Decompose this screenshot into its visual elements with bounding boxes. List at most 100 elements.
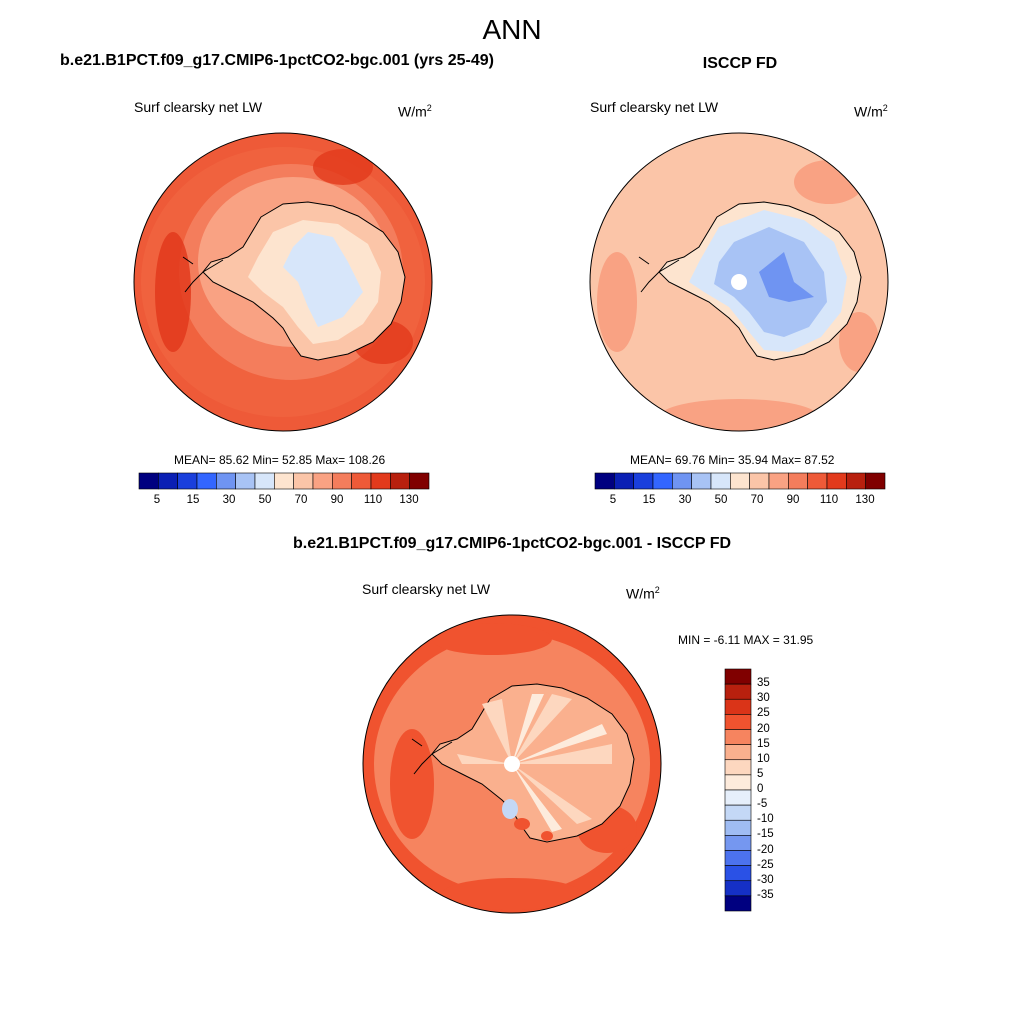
colorbar-tick-label: 130 [399,494,419,506]
colorbar-tick-label: 30 [757,692,770,705]
colorbar-swatch [652,472,673,490]
panel3-colorbar [724,668,752,912]
colorbar-tick-label: 90 [786,494,800,506]
colorbar-tick-label: -20 [757,843,774,856]
colorbar-swatch [691,472,712,490]
colorbar-tick-label: -15 [757,828,774,841]
colorbar-swatch [865,472,886,490]
panel3-variable-label: Surf clearsky net LW [362,581,491,597]
colorbar-tick-label: 30 [678,494,692,506]
colorbar-swatch [177,472,198,490]
colorbar-swatch [196,472,217,490]
colorbar-swatch [390,472,410,490]
colorbar-swatch [724,819,752,836]
colorbar-swatch [332,472,352,490]
colorbar-swatch [724,668,752,685]
colorbar-swatch [724,729,752,745]
panel2-colorbar [594,472,886,490]
colorbar-tick-label: 10 [757,752,770,765]
colorbar-tick-label: 15 [757,737,770,750]
colorbar-tick-label: 130 [855,494,875,506]
colorbar-swatch [826,472,847,490]
colorbar-swatch [724,895,752,912]
panel3-colorbar-ticks: 35 30 25 20 15 10 5 0 -5 -10 -15 -20 -25 -30 -35 [757,669,797,911]
colorbar-tick-label: 0 [757,783,764,795]
panel3-pole-hole [504,756,520,772]
panel1-variable-label: Surf clearsky net LW [134,99,263,115]
panel1-stats: MEAN= 85.62 Min= 52.85 Max= 108.26 [174,453,386,467]
colorbar-swatch [724,835,752,851]
colorbar-tick-label: 15 [642,494,656,506]
panel1-colorbar-ticks: 5 15 30 50 70 90 110 130 [139,494,429,510]
colorbar-swatch [138,472,159,490]
panel2-colorbar-ticks: 5 15 30 50 70 90 110 130 [595,494,885,510]
panel2-title: ISCCP FD [702,55,778,72]
colorbar-swatch [254,472,275,490]
colorbar-swatch [351,472,372,490]
panel2-units-label: W/m2 [854,103,888,120]
colorbar-swatch [235,472,256,490]
colorbar-swatch [749,472,770,490]
page-title: ANN [482,14,542,45]
colorbar-swatch [724,698,752,715]
colorbar-tick-label: 50 [714,494,728,506]
colorbar-tick-label: 70 [294,494,308,506]
panel1-colorbar [138,472,430,490]
colorbar-swatch [710,472,731,490]
colorbar-tick-label: 35 [757,677,770,690]
panel1-units-label: W/m2 [398,103,432,120]
colorbar-tick-label: 5 [609,494,617,506]
colorbar-swatch [293,472,314,490]
panel3-title: b.e21.B1PCT.f09_g17.CMIP6-1pctCO2-bgc.00… [292,535,732,552]
colorbar-swatch [724,774,752,791]
colorbar-swatch [594,472,615,490]
panel2-variable-label: Surf clearsky net LW [590,99,719,115]
colorbar-tick-label: 5 [153,494,161,506]
panel2-polar-map [589,132,889,432]
panel1-title: b.e21.B1PCT.f09_g17.CMIP6-1pctCO2-bgc.00… [60,52,494,69]
panel1-polar-map [133,132,433,432]
colorbar-swatch [274,472,294,490]
colorbar-swatch [724,880,752,897]
colorbar-tick-label: 70 [750,494,764,506]
panel2-stats: MEAN= 69.76 Min= 35.94 Max= 87.52 [630,453,835,467]
colorbar-tick-label: 30 [222,494,236,506]
colorbar-swatch [846,472,866,490]
colorbar-tick-label: -25 [757,858,774,871]
panel3-units-label: W/m2 [626,585,660,602]
panel1-ice-interior [283,232,363,327]
panel3-stats: MIN = -6.11 MAX = 31.95 [678,633,814,647]
colorbar-tick-label: 110 [363,494,383,506]
colorbar-swatch [158,472,178,490]
colorbar-tick-label: 20 [757,722,770,735]
colorbar-tick-label: 50 [258,494,272,506]
colorbar-swatch [724,789,752,806]
colorbar-swatch [724,865,752,882]
panel3-polar-map [362,614,662,914]
colorbar-swatch [788,472,808,490]
colorbar-tick-label: -5 [757,798,768,811]
colorbar-swatch [614,472,634,490]
colorbar-swatch [724,683,752,700]
colorbar-swatch [409,472,430,490]
colorbar-swatch [724,759,752,776]
colorbar-tick-label: 25 [757,707,770,720]
colorbar-swatch [672,472,692,490]
colorbar-swatch [312,472,333,490]
colorbar-swatch [216,472,236,490]
colorbar-tick-label: 15 [186,494,200,506]
colorbar-swatch [633,472,654,490]
colorbar-tick-label: 90 [330,494,344,506]
colorbar-tick-label: 110 [819,494,839,506]
colorbar-swatch [768,472,789,490]
colorbar-swatch [724,714,752,730]
colorbar-swatch [730,472,750,490]
colorbar-swatch [724,744,752,761]
colorbar-tick-label: -35 [757,888,774,901]
colorbar-swatch [370,472,391,490]
colorbar-swatch [724,804,752,821]
colorbar-tick-label: -10 [757,813,774,826]
panel2-pole-hole [731,274,747,290]
colorbar-swatch [724,850,752,866]
colorbar-tick-label: -30 [757,873,774,886]
